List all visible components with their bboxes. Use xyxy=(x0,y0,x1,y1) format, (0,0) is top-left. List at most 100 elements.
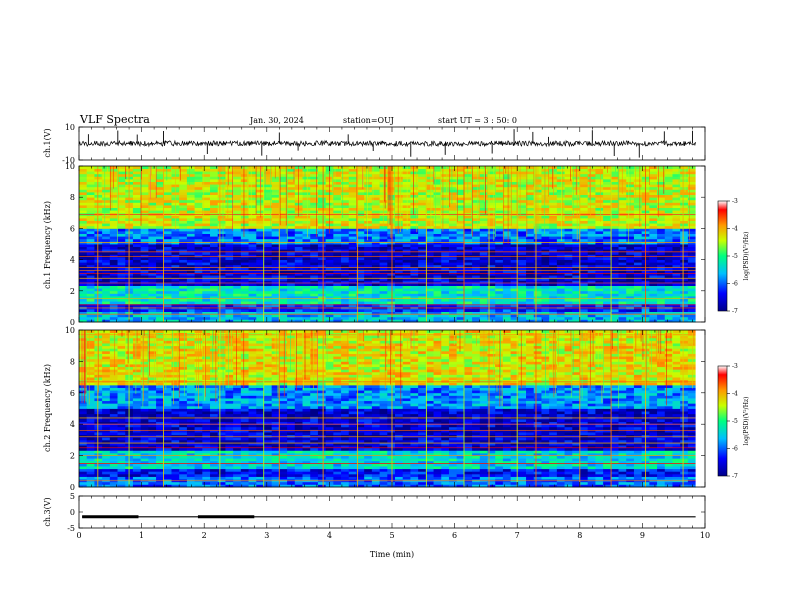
spec1-cell xyxy=(225,311,234,315)
spec1-cell xyxy=(595,288,604,292)
spec1-cell xyxy=(410,275,419,279)
spec1-cell xyxy=(94,277,103,281)
spec1-cell xyxy=(587,275,596,279)
spec1-cell xyxy=(518,262,527,266)
spec1-cell xyxy=(117,236,126,240)
spec1-cell xyxy=(479,244,488,247)
spec1-cell xyxy=(325,251,334,255)
spec1-cell xyxy=(387,280,396,284)
spec1-cell xyxy=(687,293,697,297)
spec1-cell xyxy=(333,319,342,323)
spec1-cell xyxy=(518,309,527,312)
spec1-cell xyxy=(287,241,296,245)
spec1-cell xyxy=(418,264,427,268)
spec1-cell xyxy=(395,166,404,169)
spec1-cell xyxy=(502,270,512,273)
spec1-cell xyxy=(556,181,565,185)
spec1-cell xyxy=(202,262,211,266)
spec1-cell xyxy=(140,210,149,214)
spec1-cell xyxy=(132,283,142,286)
spec1-cell xyxy=(649,262,658,266)
spec1-cell xyxy=(341,238,350,242)
spec1-cell xyxy=(456,303,465,307)
spec1-cell xyxy=(333,225,342,229)
spec1-cell xyxy=(595,197,604,201)
spec1-cell xyxy=(102,236,111,240)
spec1-cell xyxy=(657,257,666,260)
spec1-cell xyxy=(425,277,434,281)
spec1-cell xyxy=(132,184,142,188)
spec1-cell xyxy=(132,303,142,307)
spec1-cell xyxy=(580,171,589,175)
spec1-cell xyxy=(580,298,589,302)
spec1-cell xyxy=(580,202,589,206)
spec1-cell xyxy=(564,189,573,193)
spec1-cell xyxy=(194,197,203,201)
spec1-cell xyxy=(433,199,442,203)
spec1-cell xyxy=(341,257,350,260)
spec1-cell xyxy=(156,303,165,307)
spec1-cell xyxy=(587,176,596,180)
spec1-cell xyxy=(425,254,434,258)
spec1-cell xyxy=(217,264,226,268)
spec1-cell xyxy=(664,166,673,169)
spec1-cell xyxy=(657,311,666,315)
spec1-cell xyxy=(479,301,488,305)
spec1-cell xyxy=(518,210,527,214)
spec1-cell xyxy=(510,236,519,240)
spec1-cell xyxy=(186,298,196,302)
spec1-cell xyxy=(294,314,303,318)
spec1-cell xyxy=(649,259,658,263)
spec1-cell xyxy=(294,207,303,211)
spec1-cell xyxy=(626,280,635,284)
spec1-cell xyxy=(680,264,689,268)
spec1-cell xyxy=(657,225,666,229)
spec1-cell xyxy=(472,173,481,177)
spec1-cell xyxy=(526,166,535,169)
spec1-cell xyxy=(533,316,542,320)
spec1-cell xyxy=(464,277,473,281)
spec1-cell xyxy=(287,171,296,175)
spec1-cell xyxy=(202,173,211,177)
spec1-cell xyxy=(618,309,627,312)
spec1-cell xyxy=(495,233,504,237)
spec1-cell xyxy=(549,228,558,232)
spec1-cell xyxy=(341,311,350,315)
spec1-cell xyxy=(541,244,550,247)
spec1-cell xyxy=(595,244,604,247)
spec1-cell xyxy=(186,288,196,292)
spec1-cell xyxy=(456,290,465,294)
spec1-cell xyxy=(387,207,396,211)
spec1-cell xyxy=(610,270,619,273)
spec1-cell xyxy=(395,254,404,258)
spec1-cell xyxy=(94,298,103,302)
spec1-cell xyxy=(541,197,550,201)
spec1-cell xyxy=(464,267,473,271)
spec1-cell xyxy=(225,194,234,198)
spec1-cell xyxy=(94,210,103,214)
spec1-cell xyxy=(395,264,404,268)
spec1-cell xyxy=(441,264,450,268)
spec1-cell xyxy=(425,184,434,188)
spec1-cell xyxy=(233,288,242,292)
spec1-cell xyxy=(657,238,666,242)
spec1-cell xyxy=(541,301,550,305)
spec1-cell xyxy=(387,249,396,253)
spec1-cell xyxy=(664,228,673,232)
spec1-cell xyxy=(680,288,689,292)
spec1-cell xyxy=(364,285,373,289)
spec1-cell xyxy=(294,301,303,305)
spec1-cell xyxy=(402,303,411,307)
spec1-cell xyxy=(464,194,473,198)
spec1-cell xyxy=(441,309,450,312)
spec1-cell xyxy=(456,251,465,255)
spec1-cell xyxy=(263,285,273,289)
spec1-cell xyxy=(202,277,211,281)
spec1-cell xyxy=(310,181,319,185)
spec1-cell xyxy=(502,207,512,211)
spec1-cell xyxy=(279,316,288,320)
spec1-cell xyxy=(441,290,450,294)
spec1-cell xyxy=(518,303,527,307)
spec1-cell xyxy=(194,249,203,253)
spec1-cell xyxy=(341,290,350,294)
